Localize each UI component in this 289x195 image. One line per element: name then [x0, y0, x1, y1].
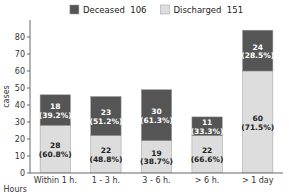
y-tick-label: 70	[15, 50, 25, 59]
legend-label: Discharged 151	[173, 5, 243, 15]
share-label: (71.5%)	[241, 123, 274, 132]
y-tick-label: 60	[15, 67, 25, 76]
y-tick-label: 10	[15, 152, 25, 161]
y-tick	[27, 37, 30, 38]
legend-swatch	[160, 5, 169, 14]
x-tick-label: > 6 h.	[195, 176, 220, 185]
x-tick-label: 1 - 3 h.	[92, 176, 120, 185]
y-tick	[27, 122, 30, 123]
share-label: (48.8%)	[89, 155, 122, 164]
x-tick-label: Within 1 h.	[34, 176, 77, 185]
legend: Deceased 106 Discharged 151	[70, 5, 243, 15]
share-label: (66.6%)	[191, 155, 224, 164]
share-label: (51.2%)	[89, 117, 122, 126]
share-label: (28.5%)	[241, 51, 274, 60]
y-tick-label: 0	[20, 169, 25, 178]
y-tick	[27, 139, 30, 140]
chart: 28(60.8%)22(48.8%)19(38.7%)22(66.6%)60(7…	[0, 0, 289, 195]
share-label: (60.8%)	[39, 150, 72, 159]
share-label: (61.3%)	[140, 116, 173, 125]
y-tick-label: 40	[15, 101, 25, 110]
share-label: (33.3%)	[191, 127, 224, 136]
y-axis	[30, 20, 31, 173]
y-tick-label: 30	[15, 118, 25, 127]
bars	[40, 30, 273, 173]
legend-swatch	[70, 5, 79, 14]
x-axis-label: Hours	[4, 185, 27, 194]
x-tick-label: 3 - 6 h.	[142, 176, 170, 185]
data-labels: 28(60.8%)22(48.8%)19(38.7%)22(66.6%)60(7…	[39, 43, 274, 167]
y-tick	[27, 105, 30, 106]
x-axis	[30, 173, 283, 174]
y-tick	[27, 88, 30, 89]
y-tick-label: 50	[15, 84, 25, 93]
y-tick	[27, 54, 30, 55]
y-tick-label: 80	[15, 33, 25, 42]
y-tick	[27, 156, 30, 157]
y-tick-label: 20	[15, 135, 25, 144]
y-tick	[27, 71, 30, 72]
share-label: (39.2%)	[39, 111, 72, 120]
legend-label: Deceased 106	[83, 5, 147, 15]
y-axis-label: cases	[2, 85, 11, 108]
x-tick-label: > 1 day	[242, 176, 274, 185]
share-label: (38.7%)	[140, 157, 173, 166]
y-tick	[27, 173, 30, 174]
